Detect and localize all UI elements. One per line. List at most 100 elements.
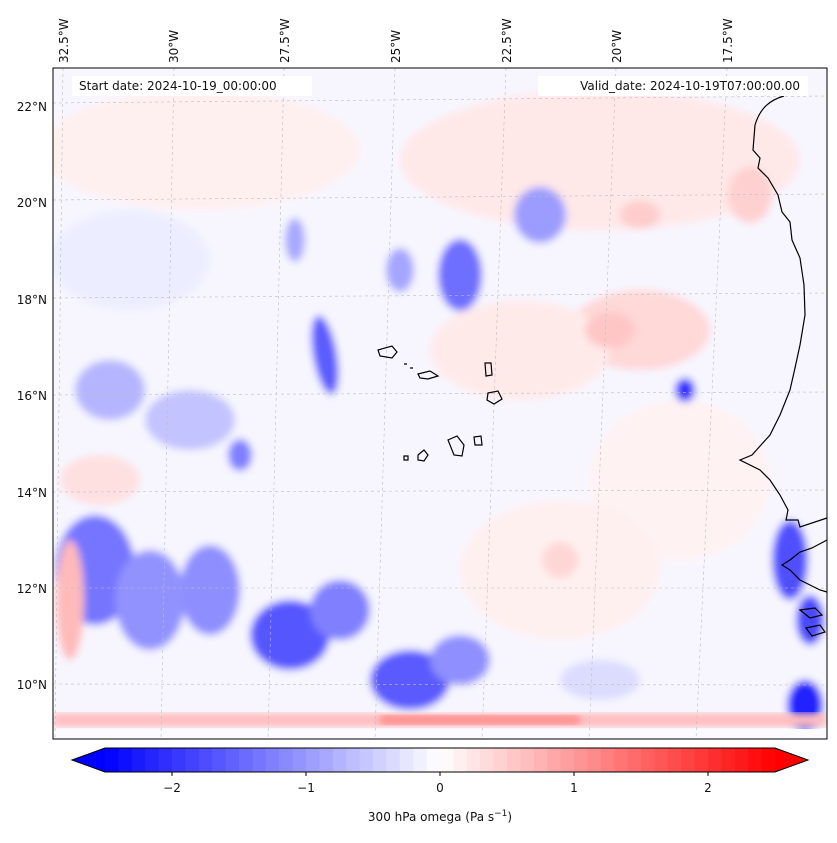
latitude-labels: 22°N 20°N 18°N 16°N 14°N 12°N 10°N xyxy=(17,100,47,692)
lat-label: 12°N xyxy=(17,582,47,596)
africa-coastline xyxy=(738,95,828,528)
colorbar-tick-label: 0 xyxy=(436,781,444,795)
lon-label: 17.5°W xyxy=(721,18,735,63)
lon-label: 27.5°W xyxy=(278,18,292,63)
colorbar-bin xyxy=(654,748,669,772)
colorbar-bin xyxy=(641,748,655,772)
colorbar-bin xyxy=(533,748,548,772)
cape-verde-santiago xyxy=(447,435,465,457)
lat-label: 16°N xyxy=(17,389,47,403)
colorbar-bin xyxy=(466,748,481,772)
start-date-box xyxy=(72,76,312,96)
lon-label: 32.5°W xyxy=(57,18,71,63)
colorbar-bin xyxy=(520,748,535,772)
colorbar-bin xyxy=(158,748,173,772)
colorbar-bin xyxy=(667,748,682,772)
colorbar-bin xyxy=(560,748,575,772)
colorbar-tick-label: 2 xyxy=(704,781,712,795)
map-frame xyxy=(52,67,828,740)
lat-label: 14°N xyxy=(17,486,47,500)
colorbar-bin xyxy=(748,748,762,772)
colorbar-tick-label: −2 xyxy=(163,781,181,795)
colorbar-bin xyxy=(225,748,240,772)
colorbar-bin xyxy=(105,748,119,772)
colorbar-bin xyxy=(547,748,561,772)
colorbar-bin xyxy=(453,748,468,772)
colorbar-bin xyxy=(292,748,307,772)
colorbar-bin xyxy=(627,748,642,772)
cape-verde-brava xyxy=(403,455,409,461)
graticule xyxy=(52,67,828,740)
colorbar-bin xyxy=(172,748,186,772)
colorbar-bin xyxy=(694,748,709,772)
colorbar-bin xyxy=(145,748,159,772)
colorbar-bin xyxy=(306,748,320,772)
lat-label: 20°N xyxy=(17,196,47,210)
lon-label: 22.5°W xyxy=(500,18,514,63)
lon-label: 25°W xyxy=(389,30,403,63)
colorbar-bin xyxy=(252,748,267,772)
colorbar-min-extension xyxy=(72,748,105,772)
colorbar-bin xyxy=(600,748,615,772)
omega-field xyxy=(53,68,827,739)
colorbar-title-end: ) xyxy=(507,810,512,824)
colorbar-ticks xyxy=(171,772,709,776)
colorbar-bin xyxy=(734,748,749,772)
colorbar-bin xyxy=(480,748,494,772)
colorbar-bin xyxy=(346,748,360,772)
colorbar: −2 −1 0 1 2 300 hPa omega (Pa s−1) xyxy=(70,747,810,824)
colorbar-bin xyxy=(721,748,736,772)
colorbar-outline xyxy=(70,747,810,773)
colorbar-bin xyxy=(708,748,722,772)
start-date-text: Start date: 2024-10-19_00:00:00 xyxy=(79,79,277,93)
colorbar-bin xyxy=(118,748,133,772)
colorbar-title-superscript: −1 xyxy=(494,809,507,819)
colorbar-bin xyxy=(399,748,414,772)
lat-label: 18°N xyxy=(17,293,47,307)
map-panel: Start date: 2024-10-19_00:00:00 Valid_da… xyxy=(17,18,828,740)
colorbar-bin xyxy=(373,748,387,772)
lon-label: 20°W xyxy=(610,30,624,63)
coastlines xyxy=(377,95,828,637)
colorbar-bin xyxy=(574,748,588,772)
valid-date-box xyxy=(538,76,808,96)
cape-verde-sal xyxy=(484,362,493,377)
colorbar-bin xyxy=(279,748,293,772)
bissagos-islands xyxy=(798,607,826,637)
colorbar-bin xyxy=(198,748,213,772)
longitude-labels: 32.5°W 30°W 27.5°W 25°W 22.5°W 20°W 17.5… xyxy=(57,18,735,63)
colorbar-bin xyxy=(681,748,695,772)
colorbar-tick-label: 1 xyxy=(570,781,578,795)
colorbar-bin xyxy=(386,748,401,772)
colorbar-bin xyxy=(332,748,347,772)
cape-verde-maio xyxy=(473,435,483,446)
colorbar-bin xyxy=(131,748,146,772)
cape-verde-fogo xyxy=(417,449,429,462)
colorbar-bin xyxy=(359,748,374,772)
colorbar-bin xyxy=(413,748,427,772)
cape-verde-small-islets xyxy=(404,363,413,369)
colorbar-bin xyxy=(426,748,441,772)
colorbar-bin xyxy=(319,748,334,772)
colorbar-bin xyxy=(614,748,628,772)
cape-verde-boa-vista xyxy=(486,390,503,405)
colorbar-title-main: 300 hPa omega (Pa s xyxy=(368,810,494,824)
valid-date-text: Valid_date: 2024-10-19T07:00:00.00 xyxy=(580,79,800,93)
colorbar-bin xyxy=(440,748,454,772)
colorbar-bin xyxy=(761,748,776,772)
lon-label: 30°W xyxy=(167,30,181,63)
colorbar-bin xyxy=(185,748,200,772)
colorbar-bin xyxy=(265,748,280,772)
colorbar-bin xyxy=(493,748,508,772)
lat-label: 10°N xyxy=(17,678,47,692)
colorbar-bin xyxy=(587,748,602,772)
colorbar-bin xyxy=(212,748,226,772)
cape-verde-santo-antao xyxy=(377,345,398,359)
colorbar-bin xyxy=(507,748,521,772)
gambia-guinea-coast xyxy=(780,539,828,593)
colorbar-tick-label: −1 xyxy=(297,781,315,795)
colorbar-title: 300 hPa omega (Pa s−1) xyxy=(368,809,512,824)
colorbar-max-extension xyxy=(775,748,808,772)
